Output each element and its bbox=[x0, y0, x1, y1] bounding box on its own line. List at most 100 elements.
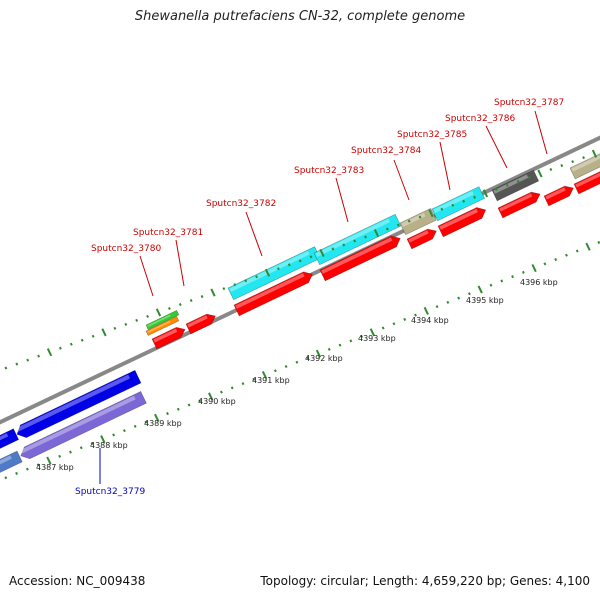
inner-tick-ring-tick bbox=[315, 349, 322, 358]
inner-tick-ring-tick bbox=[46, 456, 52, 465]
feature-tan-2-gloss bbox=[571, 155, 600, 172]
outer-tick-ring-tick bbox=[309, 255, 313, 259]
outer-tick-ring-tick bbox=[91, 334, 95, 338]
cds-3780-gloss bbox=[153, 328, 178, 343]
inner-tick-ring-tick bbox=[241, 382, 245, 386]
inner-tick-ring-tick bbox=[198, 399, 202, 403]
inner-tick-ring-tick bbox=[597, 240, 600, 244]
cds-3784-shape bbox=[406, 228, 437, 250]
outer-tick-ring-tick bbox=[549, 168, 553, 172]
cds-3788-shape bbox=[573, 171, 600, 195]
feature-blue-2-gloss bbox=[15, 374, 130, 433]
outer-tick-ring-tick bbox=[244, 279, 248, 283]
feature-purple-1-shape bbox=[20, 391, 147, 460]
inner-tick-ring-tick bbox=[327, 347, 331, 351]
inner-tick-ring-tick bbox=[261, 371, 268, 380]
inner-tick-ring-tick bbox=[154, 413, 160, 422]
ruler-label-4396: 4396 kbp bbox=[520, 278, 558, 287]
outer-tick-ring-tick bbox=[428, 209, 434, 218]
feature-tan-2-shape bbox=[569, 150, 600, 180]
outer-tick-ring-tick bbox=[69, 342, 73, 346]
inner-tick-ring-tick bbox=[554, 258, 558, 262]
outer-tick-ring-tick bbox=[155, 308, 162, 317]
gene-label-3779: Sputcn32_3779 bbox=[75, 487, 145, 497]
accession-text: Accession: NC_009438 bbox=[9, 574, 146, 588]
cds-3787 bbox=[543, 185, 574, 207]
outer-tick-ring-tick bbox=[26, 358, 30, 362]
inner-tick-ring-tick bbox=[575, 249, 579, 253]
gene-leader-line bbox=[175, 239, 185, 287]
feature-green-1-gloss bbox=[147, 314, 171, 327]
feature-cyan-2-gloss bbox=[315, 218, 391, 257]
cds-3785 bbox=[437, 207, 487, 238]
inner-tick-ring-tick bbox=[500, 279, 504, 283]
cds-3782-shape bbox=[233, 271, 313, 317]
inner-tick-ring-tick bbox=[585, 242, 591, 251]
inner-tick-ring-tick bbox=[565, 253, 568, 257]
outer-tick-ring-tick bbox=[571, 160, 575, 164]
feature-blue-2 bbox=[15, 369, 142, 438]
map-title: Shewanella putrefaciens CN-32, complete … bbox=[134, 9, 466, 24]
feature-orange-1-gloss bbox=[147, 320, 171, 333]
feature-blue-2-shape bbox=[16, 369, 142, 438]
inner-tick-ring-tick bbox=[392, 322, 396, 326]
outer-tick-ring-tick bbox=[200, 295, 204, 299]
cds-3781-shape bbox=[185, 313, 216, 335]
feature-cyan-2-shape bbox=[313, 213, 402, 266]
gene-leader-line bbox=[439, 141, 451, 191]
gene-label-3786: Sputcn32_3786 bbox=[445, 114, 515, 124]
inner-tick-ring-tick bbox=[295, 360, 299, 364]
inner-tick-ring-tick bbox=[133, 424, 137, 428]
inner-tick-ring-tick bbox=[144, 420, 148, 424]
inner-tick-ring-tick bbox=[4, 476, 8, 480]
outer-tick-ring-tick bbox=[80, 338, 84, 342]
outer-tick-ring-tick bbox=[385, 227, 389, 231]
cds-3783-gloss bbox=[321, 237, 393, 274]
gene-label-3784: Sputcn32_3784 bbox=[351, 146, 421, 156]
outer-tick-ring-tick bbox=[298, 259, 302, 263]
cds-3784 bbox=[406, 228, 437, 250]
cds-3787-gloss bbox=[545, 187, 566, 200]
feature-steel-1 bbox=[0, 450, 23, 476]
inner-tick-ring-tick bbox=[403, 317, 407, 321]
inner-tick-ring-tick bbox=[100, 435, 106, 444]
outer-tick-ring-tick bbox=[353, 239, 357, 243]
outer-tick-ring-tick bbox=[124, 322, 128, 326]
outer-tick-ring-tick bbox=[135, 318, 139, 322]
outer-tick-ring-tick bbox=[37, 354, 41, 358]
inner-tick-ring-tick bbox=[381, 326, 385, 330]
inner-tick-ring-tick bbox=[112, 433, 116, 437]
gene-label-3783: Sputcn32_3783 bbox=[294, 166, 364, 176]
cds-3786-gloss bbox=[499, 193, 533, 212]
outer-tick-ring-tick bbox=[451, 203, 455, 207]
outer-tick-ring-tick bbox=[167, 306, 171, 310]
feature-purple-1-gloss bbox=[19, 395, 136, 454]
outer-tick-ring-tick bbox=[276, 267, 280, 271]
feature-green-1 bbox=[145, 309, 180, 330]
feature-cyan-3-gloss bbox=[433, 190, 474, 213]
outer-tick-ring-tick bbox=[591, 149, 598, 158]
outer-tick-ring-tick bbox=[189, 299, 193, 303]
feature-dark-1 bbox=[491, 169, 540, 202]
feature-tan-2 bbox=[569, 150, 600, 180]
outer-tick-ring-tick bbox=[494, 187, 498, 191]
inner-tick-ring-tick bbox=[166, 412, 169, 416]
outer-tick-ring-tick bbox=[537, 169, 543, 178]
outer-tick-ring-tick bbox=[482, 189, 489, 198]
feature-orange-1 bbox=[145, 315, 180, 336]
outer-tick-ring-tick bbox=[178, 302, 182, 307]
gene-label-3787: Sputcn32_3787 bbox=[494, 98, 564, 108]
inner-tick-ring-tick bbox=[360, 335, 364, 339]
outer-tick-ring-tick bbox=[255, 275, 259, 279]
cds-3780-shape bbox=[151, 327, 186, 350]
outer-tick-ring-tick bbox=[331, 247, 335, 251]
inner-tick-ring-tick bbox=[489, 283, 493, 287]
gene-leader-line bbox=[485, 125, 508, 169]
inner-tick-ring-tick bbox=[521, 270, 525, 274]
outer-tick-ring bbox=[4, 149, 598, 370]
outer-tick-ring-tick bbox=[15, 362, 19, 366]
outer-tick-ring-tick bbox=[233, 283, 237, 287]
gene-leader-line bbox=[245, 211, 263, 257]
cds-3780 bbox=[151, 327, 186, 350]
outer-tick-ring-tick bbox=[373, 229, 380, 238]
